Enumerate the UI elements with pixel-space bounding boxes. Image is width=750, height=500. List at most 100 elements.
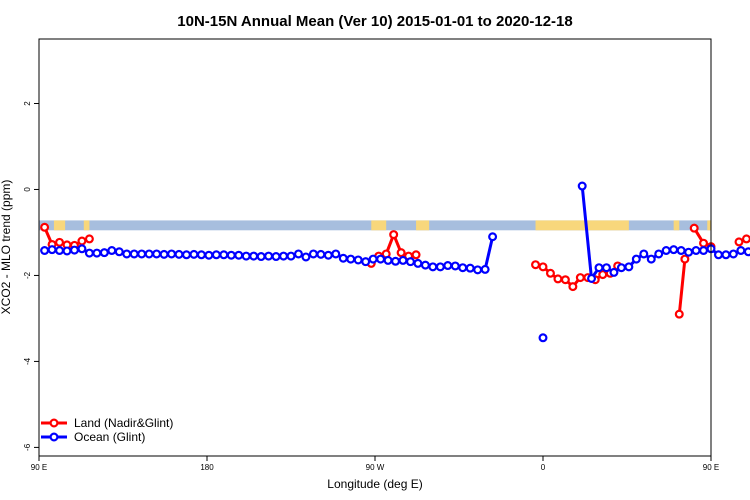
data-point: [699, 238, 709, 248]
data-point: [114, 247, 124, 257]
legend-item-ocean: Ocean (Glint): [41, 430, 145, 444]
data-point: [353, 255, 363, 265]
x-tick-label: 90 W: [366, 463, 385, 472]
land-patch: [83, 220, 90, 231]
data-point: [646, 254, 656, 264]
data-point: [219, 250, 229, 260]
data-point: [734, 237, 744, 247]
data-point: [84, 234, 94, 244]
x-tick-label: 90 E: [703, 463, 719, 472]
data-point: [331, 249, 341, 259]
y-axis-label: XCO2 - MLO trend (ppm): [0, 180, 13, 315]
data-point: [411, 250, 421, 260]
data-point: [594, 263, 604, 273]
x-axis-label: Longitude (deg E): [327, 477, 422, 491]
data-point: [420, 260, 430, 270]
data-point: [264, 251, 274, 261]
data-point: [323, 250, 333, 260]
series-land: [40, 222, 750, 319]
data-point: [129, 249, 139, 259]
y-tick-label: -4: [23, 357, 32, 365]
data-point: [413, 258, 423, 268]
data-point: [473, 265, 483, 275]
data-point: [553, 274, 563, 284]
data-point: [689, 223, 699, 233]
data-point: [241, 251, 251, 261]
data-point: [721, 250, 731, 260]
data-point: [736, 246, 746, 256]
land-ocean-band: [39, 220, 711, 231]
data-point: [674, 309, 684, 319]
data-point: [435, 262, 445, 272]
land-patch: [371, 220, 387, 231]
land-patch: [416, 220, 430, 231]
series-line: [677, 258, 687, 315]
data-point: [450, 261, 460, 271]
y-tick-label: -2: [23, 271, 32, 279]
data-point: [488, 232, 498, 242]
y-tick-label: 2: [23, 101, 32, 106]
data-point: [654, 249, 664, 259]
data-point: [575, 273, 585, 283]
series-ocean: [40, 181, 750, 343]
data-point: [609, 267, 619, 277]
x-tick-label: 180: [200, 463, 214, 472]
data-point: [249, 251, 259, 261]
data-point: [279, 251, 289, 261]
land-patch: [53, 220, 66, 231]
data-point: [389, 230, 399, 240]
data-point: [271, 252, 281, 262]
data-point: [545, 268, 555, 278]
data-point: [684, 247, 694, 257]
data-point: [196, 250, 206, 260]
legend-swatch-marker: [49, 418, 59, 428]
data-point: [107, 246, 117, 256]
data-point: [47, 245, 57, 255]
plot-frame: [38, 38, 712, 457]
data-point: [741, 234, 750, 244]
data-point: [598, 270, 608, 280]
data-point: [713, 250, 723, 260]
data-point: [308, 249, 318, 259]
legend-item-land: Land (Nadir&Glint): [41, 416, 173, 430]
data-point: [577, 181, 587, 191]
data-point: [616, 263, 626, 273]
data-point: [144, 249, 154, 259]
data-point: [92, 248, 102, 258]
data-point: [676, 246, 686, 256]
data-point: [458, 263, 468, 273]
data-point: [728, 249, 738, 259]
data-point: [211, 250, 221, 260]
data-point: [661, 246, 671, 256]
land-patch: [707, 220, 711, 231]
data-point: [538, 333, 548, 343]
data-point: [256, 252, 266, 262]
data-point: [77, 236, 87, 246]
data-point: [174, 249, 184, 259]
x-tick-label: 90 E: [31, 463, 47, 472]
legend: Land (Nadir&Glint)Ocean (Glint): [41, 416, 173, 444]
data-point: [189, 249, 199, 259]
x-tick-label: 0: [541, 463, 546, 472]
data-point: [383, 255, 393, 265]
data-point: [568, 282, 578, 292]
data-point: [699, 246, 709, 256]
legend-swatch-marker: [49, 432, 59, 442]
data-point: [234, 250, 244, 260]
data-point: [680, 254, 690, 264]
data-point: [77, 244, 87, 254]
data-point: [152, 249, 162, 259]
data-point: [316, 249, 326, 259]
data-point: [691, 246, 701, 256]
y-tick-label: -6: [23, 443, 32, 451]
data-point: [99, 248, 109, 258]
data-point: [560, 275, 570, 285]
data-point: [465, 263, 475, 273]
data-point: [368, 254, 378, 264]
data-point: [226, 250, 236, 260]
data-point: [396, 248, 406, 258]
land-patch: [673, 220, 680, 231]
data-point: [443, 261, 453, 271]
data-point: [137, 249, 147, 259]
legend-label: Ocean (Glint): [74, 430, 145, 444]
